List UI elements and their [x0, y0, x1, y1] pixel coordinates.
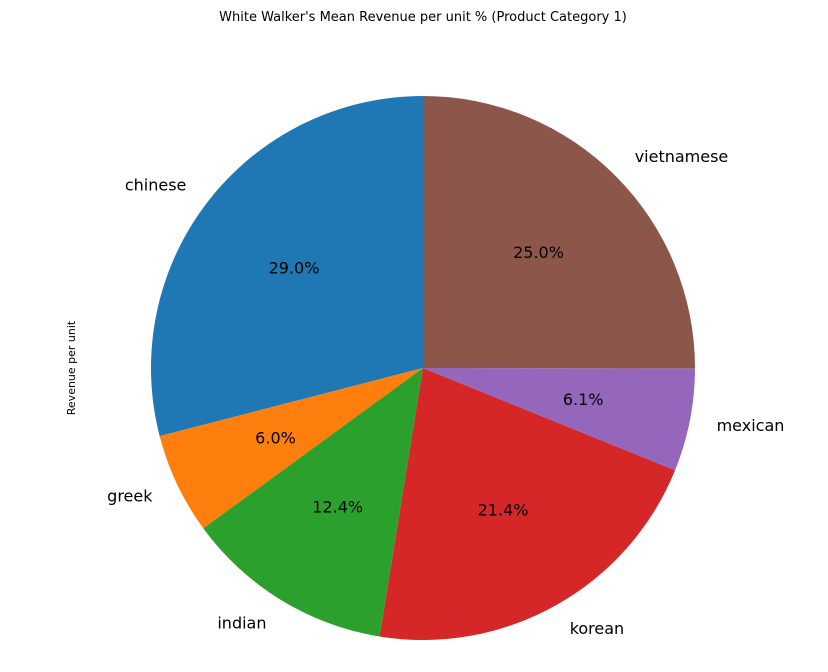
pie-slice-vietnamese — [423, 96, 696, 369]
pie-slice-korean — [379, 368, 676, 641]
slice-label-korean: korean — [570, 619, 625, 638]
slice-percent-korean: 21.4% — [478, 501, 529, 520]
pie-slice-chinese — [151, 96, 423, 437]
pie-slice-indian — [203, 368, 423, 637]
chart-title: White Walker's Mean Revenue per unit % (… — [219, 10, 627, 25]
pie-labels: chinese 29.0% greek 6.0% indian 12.4% korean 21… — [107, 147, 784, 638]
slice-label-indian: indian — [217, 614, 266, 633]
slice-label-vietnamese: vietnamese — [635, 147, 729, 166]
slice-label-greek: greek — [107, 486, 153, 505]
pie-slices — [151, 96, 696, 641]
pie-slice-greek — [159, 368, 424, 529]
slice-percent-greek: 6.0% — [255, 428, 296, 447]
pie-slice-mexican — [423, 368, 695, 471]
slice-percent-mexican: 6.1% — [563, 390, 604, 409]
slice-percent-vietnamese: 25.0% — [513, 243, 564, 262]
slice-percent-indian: 12.4% — [312, 498, 363, 517]
slice-percent-chinese: 29.0% — [269, 259, 320, 278]
y-axis-label: Revenue per unit — [65, 320, 78, 415]
slice-label-mexican: mexican — [717, 416, 785, 435]
slice-label-chinese: chinese — [125, 175, 187, 194]
